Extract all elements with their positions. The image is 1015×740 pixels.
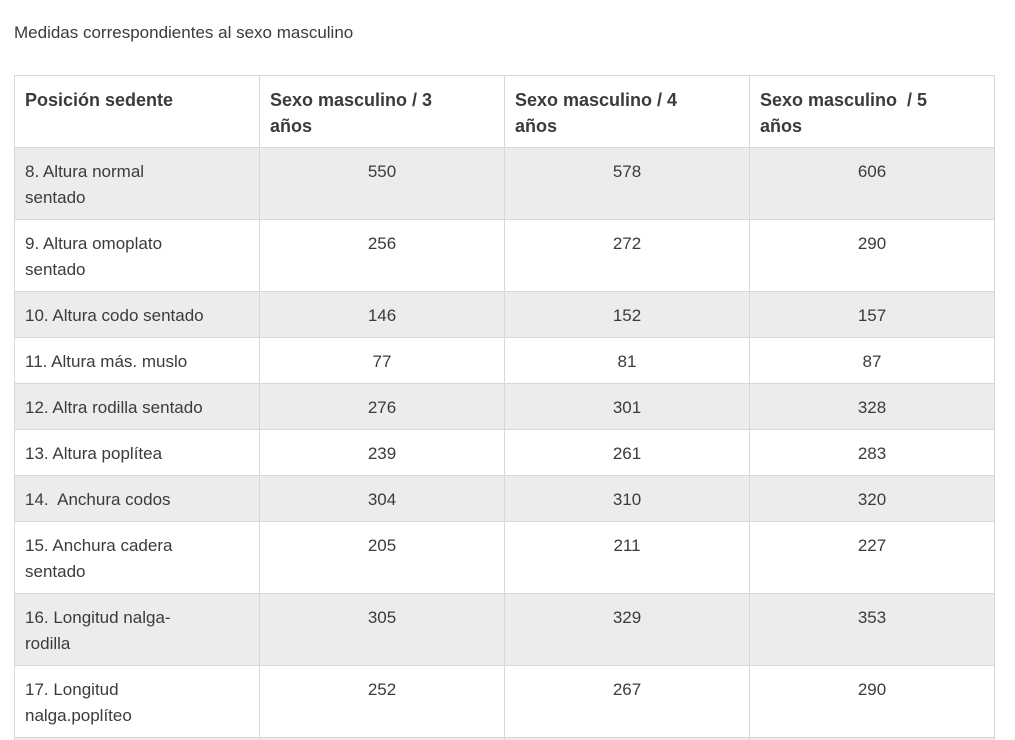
page-title: Medidas correspondientes al sexo masculi… — [14, 23, 354, 42]
cell-value: 87 — [749, 337, 995, 384]
table-row: 11. Altura más. muslo 77 81 87 — [14, 337, 995, 384]
table-row: 13. Altura poplítea 239 261 283 — [14, 429, 995, 476]
measurements-table: Posición sedente Sexo masculino / 3 años… — [14, 75, 995, 740]
cell-value: 320 — [749, 475, 995, 522]
cell-value: 606 — [749, 147, 995, 220]
cell-value: 353 — [749, 593, 995, 666]
cell-value: 267 — [504, 665, 750, 738]
table-row: 15. Anchura cadera sentado 205 211 227 — [14, 521, 995, 594]
row-label: 14. Anchura codos — [14, 475, 260, 522]
cell-value: 301 — [504, 383, 750, 430]
cell-value: 283 — [749, 429, 995, 476]
header-row: Posición sedente Sexo masculino / 3 años… — [14, 75, 995, 148]
cell-value: 256 — [259, 219, 505, 292]
table-row: 10. Altura codo sentado 146 152 157 — [14, 291, 995, 338]
cell-value: 305 — [259, 593, 505, 666]
cell-value: 239 — [259, 429, 505, 476]
table-row: 14. Anchura codos 304 310 320 — [14, 475, 995, 522]
cell-value: 290 — [749, 219, 995, 292]
row-label: 16. Longitud nalga- rodilla — [14, 593, 260, 666]
cell-value: 550 — [259, 147, 505, 220]
cell-value: 152 — [504, 291, 750, 338]
row-label: 9. Altura omoplato sentado — [14, 219, 260, 292]
table-row: 12. Altra rodilla sentado 276 301 328 — [14, 383, 995, 430]
cell-value: 329 — [504, 593, 750, 666]
table-row: 9. Altura omoplato sentado 256 272 290 — [14, 219, 995, 292]
row-label: 11. Altura más. muslo — [14, 337, 260, 384]
row-label: 17. Longitud nalga.poplíteo — [14, 665, 260, 738]
cell-value: 77 — [259, 337, 505, 384]
cell-value: 227 — [749, 521, 995, 594]
cell-value: 290 — [749, 665, 995, 738]
cell-value: 205 — [259, 521, 505, 594]
cell-value: 304 — [259, 475, 505, 522]
table-row: 17. Longitud nalga.poplíteo 252 267 290 — [14, 665, 995, 738]
cell-value — [749, 737, 995, 740]
cell-value: 272 — [504, 219, 750, 292]
column-header-masculino-4: Sexo masculino / 4 años — [504, 75, 750, 148]
table-row: 16. Longitud nalga- rodilla 305 329 353 — [14, 593, 995, 666]
column-header-posicion-sedente: Posición sedente — [14, 75, 260, 148]
column-header-masculino-5: Sexo masculino / 5 años — [749, 75, 995, 148]
row-label: 10. Altura codo sentado — [14, 291, 260, 338]
cell-value: 276 — [259, 383, 505, 430]
cell-value: 211 — [504, 521, 750, 594]
table-row: 8. Altura normal sentado 550 578 606 — [14, 147, 995, 220]
cell-value: 157 — [749, 291, 995, 338]
cell-value: 261 — [504, 429, 750, 476]
cell-value: 578 — [504, 147, 750, 220]
row-label: 15. Anchura cadera sentado — [14, 521, 260, 594]
cell-value: 252 — [259, 665, 505, 738]
column-header-masculino-3: Sexo masculino / 3 años — [259, 75, 505, 148]
cell-value: 146 — [259, 291, 505, 338]
row-label: 12. Altra rodilla sentado — [14, 383, 260, 430]
row-label: 13. Altura poplítea — [14, 429, 260, 476]
cell-value: 81 — [504, 337, 750, 384]
cell-value: 328 — [749, 383, 995, 430]
table-row-cutoff — [14, 737, 995, 740]
row-label: 8. Altura normal sentado — [14, 147, 260, 220]
cell-value: 310 — [504, 475, 750, 522]
